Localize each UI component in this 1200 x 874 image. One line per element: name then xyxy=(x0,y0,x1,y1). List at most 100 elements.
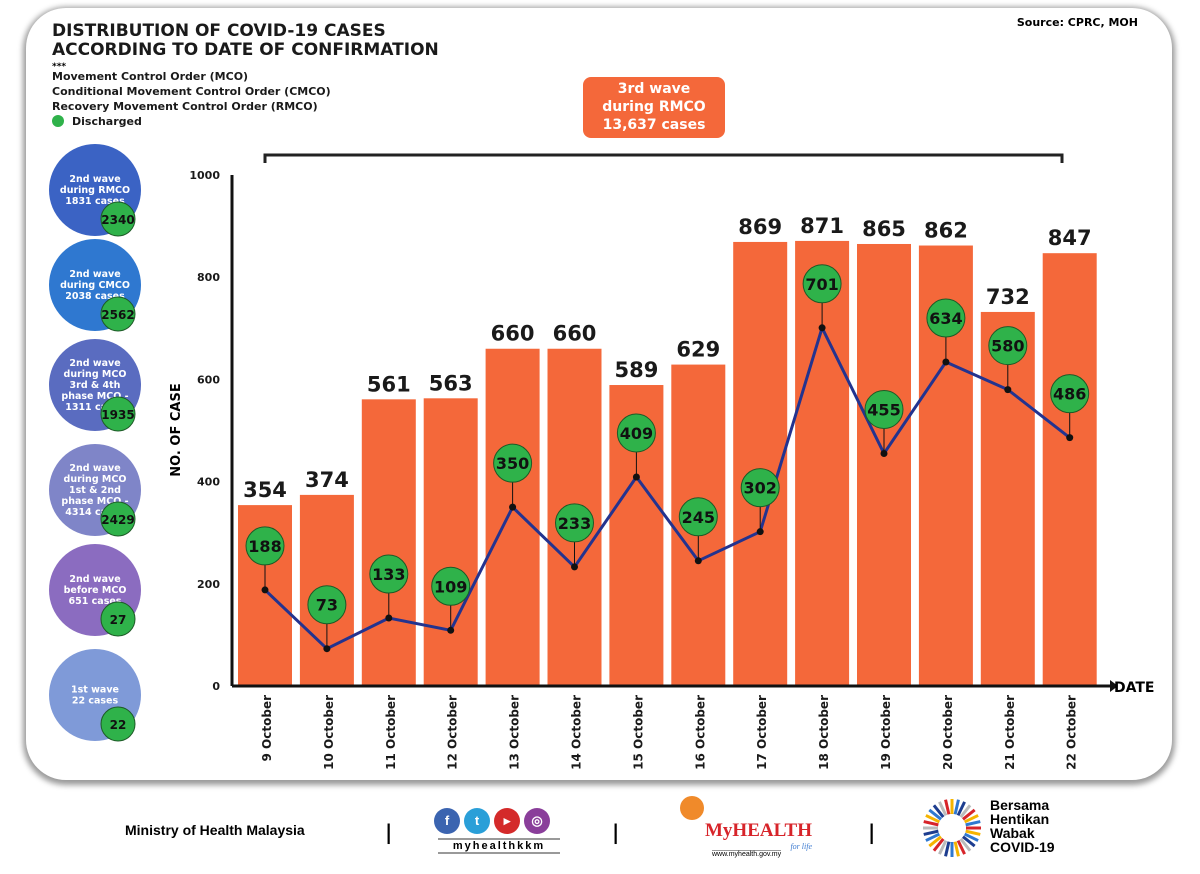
bar-value-label: 869 xyxy=(738,215,782,239)
bar xyxy=(423,398,478,686)
discharged-point xyxy=(818,324,826,332)
discharged-value-label: 409 xyxy=(620,424,653,443)
discharged-point xyxy=(632,473,640,481)
wave-label: during MCO xyxy=(64,369,127,380)
discharged-value-label: 188 xyxy=(248,537,281,556)
bar-value-label: 847 xyxy=(1048,226,1092,250)
discharged-marker xyxy=(245,526,285,566)
campaign-ray xyxy=(944,841,951,857)
wave-discharged-badge xyxy=(100,501,136,537)
campaign-ray xyxy=(923,829,939,836)
campaign-text: Bersama Hentikan Wabak COVID-19 xyxy=(990,798,1055,854)
campaign-ray xyxy=(953,799,960,815)
bar-value-label: 374 xyxy=(305,468,349,492)
campaign-ray xyxy=(923,820,939,827)
wave3-bracket xyxy=(263,153,1064,163)
wave-label: 2nd wave xyxy=(69,358,120,369)
social-icons: f t ▸ ◎ xyxy=(434,808,550,834)
campaign-ray xyxy=(938,839,948,855)
discharged-label: Discharged xyxy=(72,115,142,128)
campaign-ray xyxy=(959,838,972,852)
discharged-marker xyxy=(1050,374,1090,414)
wave-label: before MCO xyxy=(64,585,127,596)
wave-label: 2nd wave xyxy=(69,463,120,474)
x-tick-label: 15 October xyxy=(631,695,645,770)
discharged-value-label: 233 xyxy=(558,514,591,533)
bar xyxy=(361,399,416,686)
campaign-ray xyxy=(956,839,966,855)
discharged-value-label: 109 xyxy=(434,577,467,596)
campaign-ray xyxy=(963,814,979,824)
campaign-ray xyxy=(965,820,981,827)
campaign-ray xyxy=(962,835,976,848)
discharged-value-label: 486 xyxy=(1053,385,1086,404)
bar-value-label: 660 xyxy=(491,322,535,346)
title-line-1: DISTRIBUTION OF COVID-19 CASES xyxy=(52,21,386,41)
myhealth-tag: for life xyxy=(790,842,812,851)
facebook-icon[interactable]: f xyxy=(434,808,460,834)
wave-label: 4314 cases xyxy=(65,507,125,518)
legend-discharged: Discharged xyxy=(52,114,331,129)
discharged-point xyxy=(756,528,764,536)
wave-discharged-value: 2429 xyxy=(101,513,134,527)
footer: Ministry of Health Malaysia | f t ▸ ◎ my… xyxy=(0,790,1200,874)
bar xyxy=(733,241,788,687)
discharged-value-label: 302 xyxy=(743,479,776,498)
wave-discharged-badge xyxy=(100,601,136,637)
wave-label: 1st wave xyxy=(71,685,119,696)
wave3-box: 3rd wave during RMCO 13,637 cases xyxy=(583,77,725,138)
wave-discharged-value: 2562 xyxy=(101,308,134,322)
x-axis-arrow-icon xyxy=(1110,680,1118,692)
campaign-ray xyxy=(928,808,942,821)
discharged-point xyxy=(880,449,888,457)
discharged-marker xyxy=(369,554,409,594)
discharged-point xyxy=(1066,434,1074,442)
discharged-point xyxy=(323,645,331,653)
y-tick-label: 200 xyxy=(197,578,220,591)
discharged-marker xyxy=(926,298,966,338)
x-tick-label: 17 October xyxy=(755,695,769,770)
x-tick-label: 10 October xyxy=(322,695,336,770)
y-tick-label: 400 xyxy=(197,476,220,489)
wave-label: 22 cases xyxy=(72,696,119,707)
campaign-ray xyxy=(953,841,960,857)
instagram-icon[interactable]: ◎ xyxy=(524,808,550,834)
ministry-label: Ministry of Health Malaysia xyxy=(125,822,305,838)
bar-value-label: 561 xyxy=(367,372,411,396)
bar-value-label: 865 xyxy=(862,217,906,241)
youtube-icon[interactable]: ▸ xyxy=(494,808,520,834)
social-handle: myhealthkkm xyxy=(438,838,560,854)
y-tick-label: 1000 xyxy=(189,169,220,182)
campaign-logo-icon xyxy=(923,799,981,857)
campaign-ray xyxy=(944,799,951,815)
discharged-value-label: 701 xyxy=(805,275,838,294)
x-tick-label: 21 October xyxy=(1003,695,1017,770)
discharged-point xyxy=(385,614,393,622)
wave-label: 3rd & 4th xyxy=(70,380,121,391)
x-tick-label: 19 October xyxy=(879,695,893,770)
wave3-line2: during RMCO xyxy=(602,99,706,115)
twitter-icon[interactable]: t xyxy=(464,808,490,834)
campaign-ray xyxy=(965,829,981,836)
x-tick-label: 12 October xyxy=(446,695,460,770)
discharged-marker xyxy=(493,443,533,483)
discharged-value-label: 73 xyxy=(316,596,338,615)
separator: | xyxy=(868,820,876,844)
discharged-value-label: 133 xyxy=(372,565,405,584)
campaign-ray xyxy=(938,801,948,817)
discharged-point xyxy=(261,586,269,594)
x-tick-label: 14 October xyxy=(570,695,584,770)
x-tick-label: 13 October xyxy=(508,695,522,770)
legend-rmco: Recovery Movement Control Order (RMCO) xyxy=(52,100,318,113)
wave-label: 2nd wave xyxy=(69,574,120,585)
bar-value-label: 354 xyxy=(243,478,287,502)
discharged-value-label: 245 xyxy=(682,508,715,527)
discharged-value-label: 455 xyxy=(867,400,900,419)
wave-label: 1831 cases xyxy=(65,196,125,207)
discharged-marker xyxy=(431,566,471,606)
x-tick-label: 18 October xyxy=(817,695,831,770)
discharged-point xyxy=(571,563,578,571)
y-axis-title: NO. OF CASE xyxy=(169,383,184,476)
discharged-marker xyxy=(740,468,780,508)
y-tick-label: 0 xyxy=(212,680,220,693)
